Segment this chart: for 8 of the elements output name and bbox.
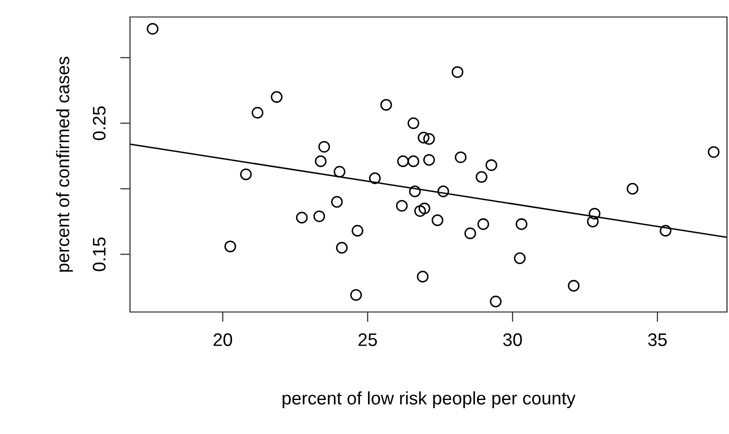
y-tick-label: 0.25 [92, 106, 106, 140]
x-tick-label: 25 [358, 333, 377, 346]
y-tick-label: 0.15 [92, 237, 106, 272]
x-tick-label: 35 [648, 333, 667, 346]
x-axis-title: percent of low risk people per county [282, 391, 576, 408]
x-tick-label: 30 [503, 333, 522, 346]
x-tick-label: 20 [214, 333, 232, 346]
y-axis-title: percent of confirmed cases [56, 56, 73, 272]
